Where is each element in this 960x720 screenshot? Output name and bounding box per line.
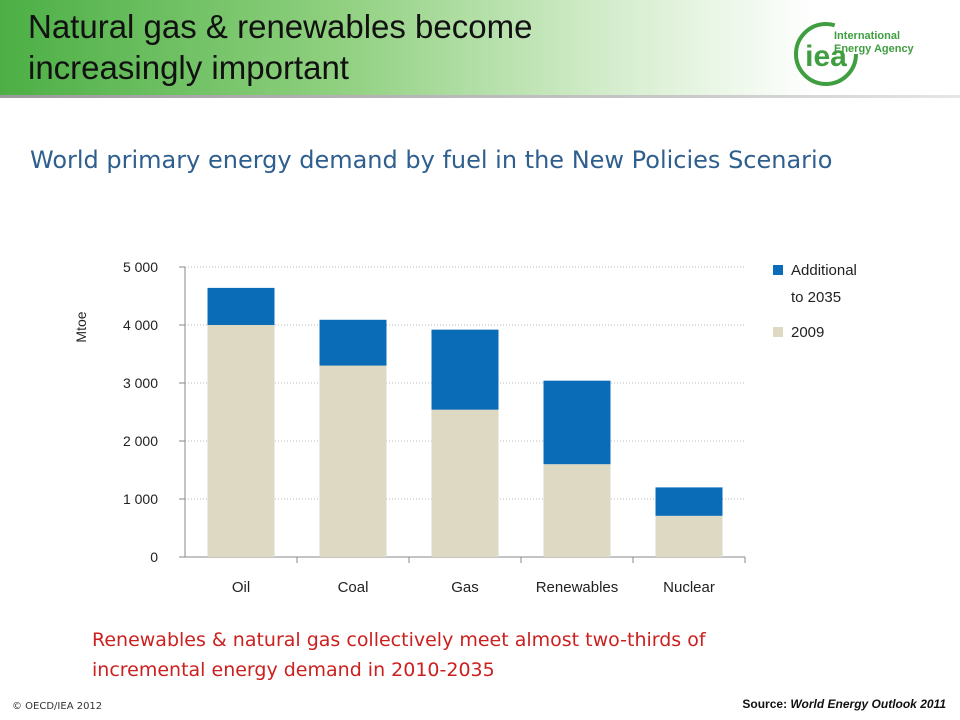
y-axis-title: Mtoe <box>73 311 89 342</box>
chart-subtitle: World primary energy demand by fuel in t… <box>30 146 833 174</box>
source-citation: Source: World Energy Outlook 2011 <box>742 697 946 711</box>
y-tick-label: 0 <box>150 549 158 565</box>
bar-2009-gas <box>431 409 499 557</box>
y-tick-label: 4 000 <box>123 317 158 333</box>
x-tick-label: Coal <box>338 579 369 596</box>
y-tick-label: 2 000 <box>123 433 158 449</box>
y-tick-label: 1 000 <box>123 491 158 507</box>
bar-additional-to-2035-gas <box>431 329 499 410</box>
logo-mark: iea <box>805 40 847 73</box>
x-tick-label: Renewables <box>536 579 619 596</box>
stacked-bar-chart: 0 1 000 2 000 3 000 4 000 5 000 Mtoe Oil Coal Gas… <box>73 259 857 596</box>
key-message: Renewables & natural gas collectively me… <box>92 629 706 681</box>
legend-label: to 2035 <box>791 289 841 306</box>
copyright-notice: © OECD/IEA 2012 <box>12 701 103 712</box>
iea-logo: iea <box>794 22 858 86</box>
legend-label: Additional <box>791 262 857 279</box>
bar-additional-to-2035-renewables <box>543 380 611 465</box>
legend-label: 2009 <box>791 324 824 341</box>
bar-2009-renewables <box>543 464 611 557</box>
bar-additional-to-2035-nuclear <box>655 487 723 516</box>
bar-2009-coal <box>319 365 387 557</box>
x-tick-label: Gas <box>451 579 479 596</box>
logo-ring <box>794 22 858 86</box>
bar-2009-nuclear <box>655 515 723 557</box>
legend-swatch <box>773 327 783 337</box>
bar-2009-oil <box>207 325 275 557</box>
x-tick-label: Oil <box>232 579 250 596</box>
page-title: Natural gas & renewables become increasi… <box>28 8 533 86</box>
source-label: Source: <box>742 697 791 711</box>
y-tick-label: 5 000 <box>123 259 158 275</box>
bar-additional-to-2035-oil <box>207 287 275 325</box>
bar-additional-to-2035-coal <box>319 319 387 366</box>
legend-swatch <box>773 265 783 275</box>
y-tick-label: 3 000 <box>123 375 158 391</box>
x-tick-label: Nuclear <box>663 579 715 596</box>
title-divider <box>0 95 960 98</box>
logo-wordmark: International Energy Agency <box>834 30 914 55</box>
source-title: World Energy Outlook 2011 <box>790 697 946 711</box>
title-banner <box>0 0 960 96</box>
